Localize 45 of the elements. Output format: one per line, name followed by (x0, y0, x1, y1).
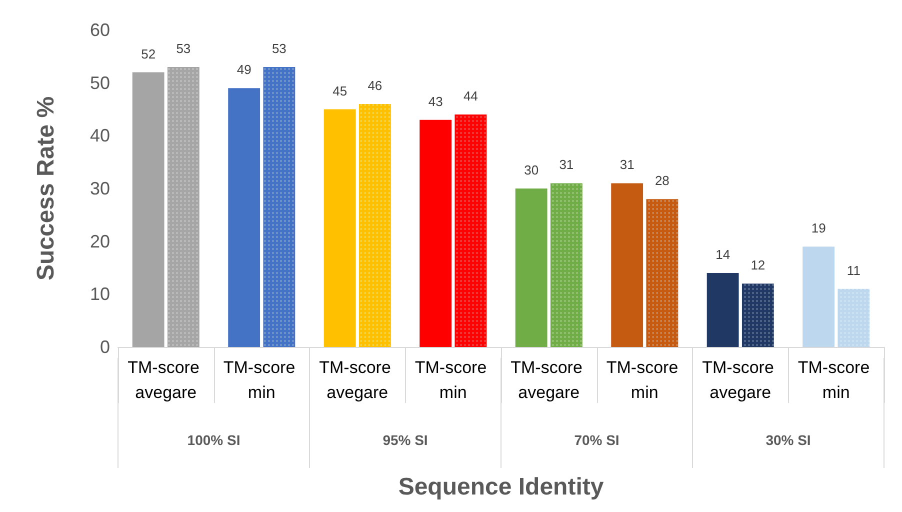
data-label: 12 (750, 258, 766, 273)
data-label: 45 (332, 83, 348, 98)
data-label: 19 (811, 220, 826, 236)
x-tick-label: TM-score avegare (702, 358, 779, 402)
x-tick-label: TM-score avegare (319, 358, 396, 402)
data-label: 46 (368, 78, 382, 93)
text: 30% SI (766, 432, 811, 448)
x-tick-label: TM-score min (223, 358, 300, 402)
data-label: 31 (559, 157, 574, 172)
text: 95% SI (382, 432, 428, 448)
bar (611, 183, 644, 347)
text: 100% SI (187, 432, 240, 448)
data-label: 30 (524, 162, 539, 178)
bar (420, 120, 452, 347)
data-label: 31 (620, 157, 634, 172)
data-label: 11 (846, 262, 860, 278)
y-tick-label: 0 (100, 337, 110, 357)
bar (515, 188, 548, 347)
data-label: 53 (176, 40, 191, 56)
bar (324, 109, 356, 347)
x-tick-label: TM-score min (414, 358, 492, 402)
y-tick-label: 50 (90, 72, 110, 93)
y-tick-label: 30 (90, 178, 110, 198)
data-label: 14 (716, 247, 730, 262)
bar (132, 72, 164, 347)
data-label: 43 (428, 94, 443, 109)
bar (228, 88, 260, 347)
x-axis-title: Sequence Identity (398, 474, 604, 500)
x-tick-label: TM-score avegare (128, 358, 204, 402)
y-tick-label: 20 (90, 231, 110, 252)
data-label: 52 (141, 46, 156, 62)
y-tick-label: 10 (90, 284, 110, 304)
bar (802, 246, 835, 347)
x-tick-label: TM-score min (798, 358, 874, 402)
x-tick-label: TM-score min (606, 358, 683, 402)
y-axis-title: Success Rate % (32, 96, 60, 281)
data-label: 44 (463, 88, 478, 104)
y-tick-label: 40 (90, 126, 110, 146)
bar (706, 273, 739, 347)
data-label: 28 (654, 173, 670, 188)
x-tick-label: TM-score avegare (510, 358, 588, 402)
data-label: 53 (272, 40, 286, 56)
y-tick-label: 60 (90, 20, 110, 40)
data-label: 49 (236, 62, 252, 78)
text: 70% SI (574, 432, 620, 448)
